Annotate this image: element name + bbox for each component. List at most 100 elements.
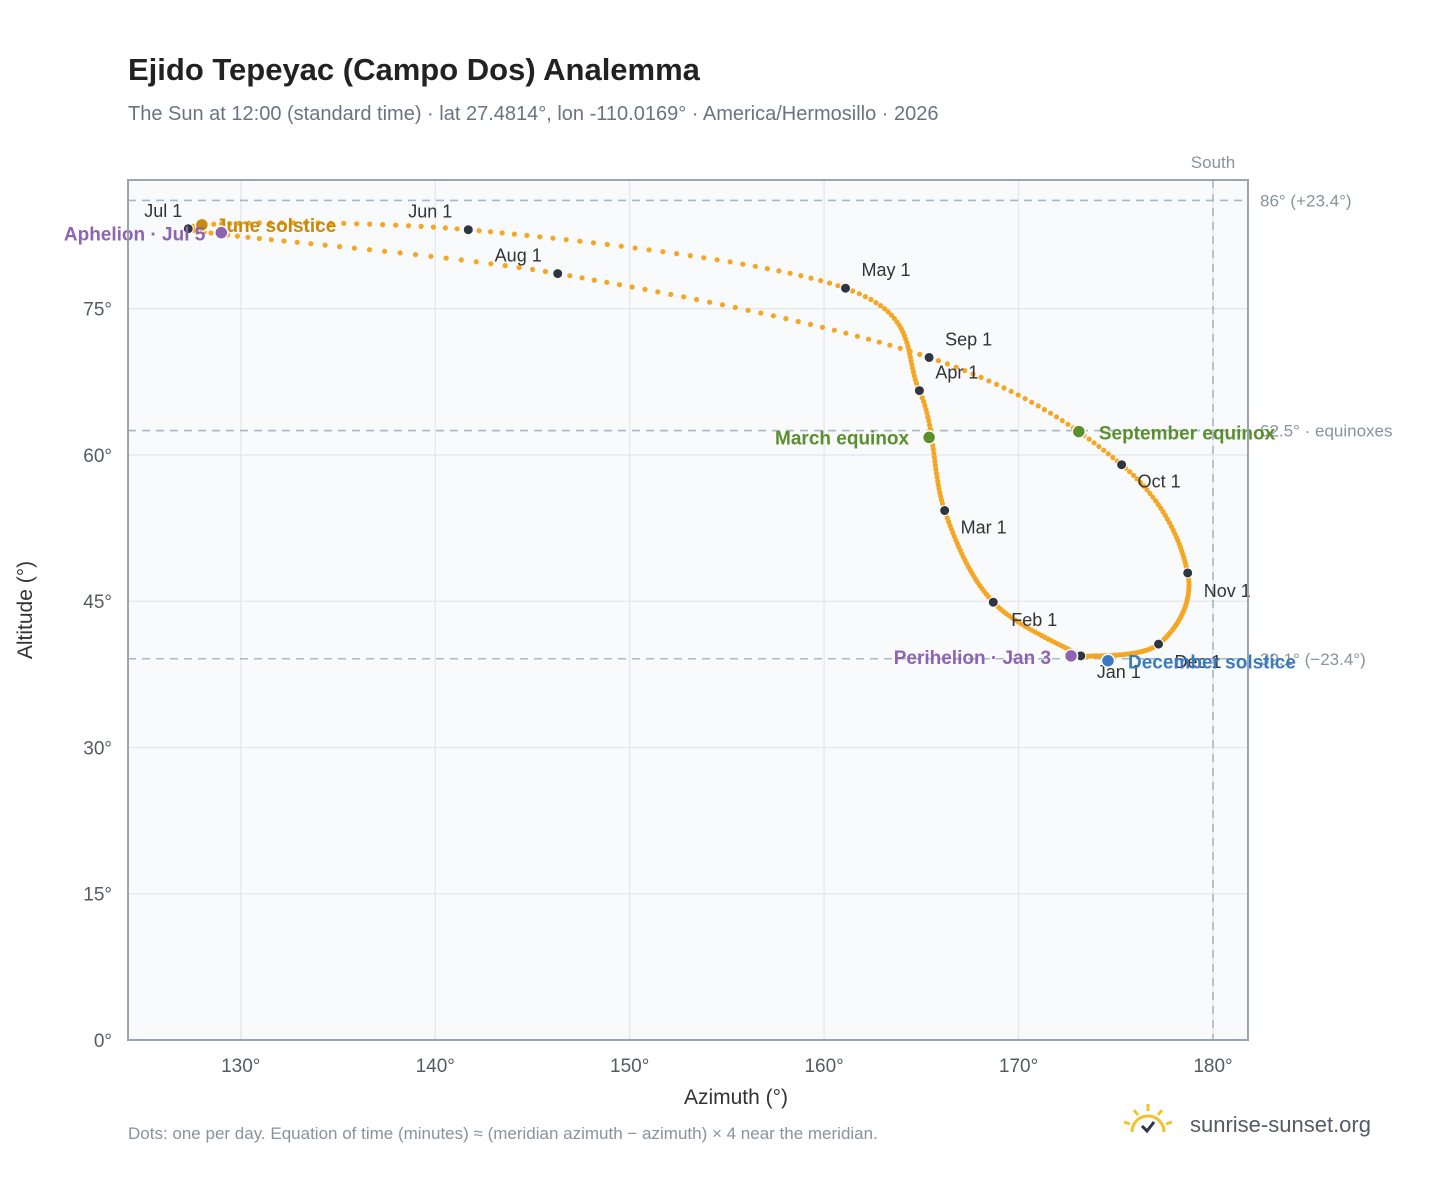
brand-logo[interactable]: sunrise-sunset.org	[1120, 1102, 1400, 1146]
x-tick-label: 170°	[999, 1056, 1038, 1077]
reference-line-label: 39.1° (−23.4°)	[1260, 650, 1366, 669]
daily-dot	[397, 250, 403, 256]
daily-dot	[1144, 487, 1150, 493]
daily-dot	[994, 381, 1000, 387]
daily-dot	[629, 284, 635, 290]
footnote: Dots: one per day. Equation of time (min…	[128, 1124, 878, 1143]
daily-dot	[808, 275, 814, 281]
event-label: Perihelion · Jan 3	[894, 648, 1051, 669]
daily-dot	[646, 247, 652, 253]
daily-dot	[308, 241, 314, 247]
daily-dot	[428, 253, 434, 259]
daily-dot	[577, 238, 583, 244]
daily-dot	[1022, 396, 1028, 402]
daily-dot	[367, 221, 373, 227]
daily-dot	[281, 238, 287, 244]
daily-dot	[745, 307, 751, 313]
daily-dot	[1134, 476, 1140, 482]
daily-dot	[328, 220, 334, 226]
daily-dot	[819, 324, 826, 330]
month-label: Apr 1	[935, 363, 978, 383]
daily-dot	[1035, 403, 1041, 409]
daily-dot	[1141, 483, 1147, 489]
daily-dot	[850, 288, 856, 294]
daily-dot	[935, 358, 942, 364]
daily-dot	[1101, 447, 1107, 453]
daily-dot	[1015, 392, 1021, 398]
daily-dot	[935, 478, 941, 484]
event-marker	[214, 225, 229, 240]
daily-dot	[279, 220, 285, 226]
daily-dot	[876, 339, 882, 345]
event-label: September equinox	[1099, 424, 1276, 445]
daily-dot	[925, 414, 931, 420]
month-marker	[1182, 567, 1194, 579]
daily-dot	[1096, 443, 1102, 450]
daily-dot	[341, 220, 347, 226]
daily-dot	[1110, 454, 1116, 461]
daily-dot	[927, 422, 933, 428]
daily-dot	[843, 330, 849, 336]
daily-dot	[458, 257, 464, 263]
month-label: Feb 1	[1011, 610, 1057, 630]
event-marker	[194, 217, 210, 233]
daily-dot	[758, 310, 764, 316]
daily-dot	[807, 321, 814, 327]
daily-dot	[530, 266, 536, 273]
x-axis-label: Azimuth (°)	[684, 1086, 788, 1109]
daily-dot	[591, 277, 597, 283]
chart-subtitle: The Sun at 12:00 (standard time) · lat 2…	[128, 103, 939, 125]
daily-dot	[1086, 436, 1092, 442]
daily-dot	[268, 237, 274, 243]
daily-dot	[798, 273, 804, 279]
daily-dot	[701, 255, 707, 261]
y-tick-label: 60°	[83, 446, 112, 467]
daily-dot	[256, 220, 262, 226]
daily-dot	[687, 253, 693, 259]
daily-dot	[499, 230, 505, 236]
month-marker	[182, 223, 194, 235]
plot-area	[128, 180, 1248, 1040]
month-label: Aug 1	[495, 246, 542, 266]
event-markers: June solstice Aphelion · Jul 5 March equin…	[64, 216, 1296, 674]
daily-dot	[256, 235, 262, 242]
daily-dot	[933, 470, 940, 476]
daily-dot	[873, 300, 879, 306]
daily-dot	[932, 458, 938, 464]
daily-dot	[831, 327, 837, 333]
daily-dot	[660, 249, 666, 255]
event-marker	[1071, 424, 1087, 439]
daily-dot	[1001, 385, 1007, 391]
daily-dot	[430, 224, 436, 230]
month-label: Oct 1	[1138, 472, 1181, 492]
daily-dot	[1137, 479, 1144, 486]
daily-dot	[322, 242, 328, 248]
daily-dot	[618, 243, 624, 249]
daily-dot	[524, 232, 530, 238]
daily-dot	[826, 280, 833, 286]
y-axis-label: Altitude (°)	[14, 561, 37, 659]
daily-dot	[537, 234, 543, 240]
daily-dot	[245, 234, 251, 240]
x-tick-label: 140°	[416, 1056, 455, 1077]
daily-dot	[856, 291, 862, 297]
month-marker	[1116, 459, 1128, 471]
brand-name: sunrise-sunset.org	[1190, 1112, 1371, 1137]
daily-dot	[604, 279, 610, 285]
daily-dot	[740, 261, 746, 267]
daily-dot	[707, 299, 713, 305]
daily-dot	[516, 264, 522, 271]
daily-dot	[897, 345, 903, 351]
daily-dot	[962, 368, 968, 374]
y-tick-label: 75°	[83, 300, 112, 321]
x-tick-label: 130°	[221, 1056, 260, 1077]
month-marker	[939, 505, 951, 517]
daily-dot	[978, 374, 984, 380]
y-tick-label: 30°	[83, 738, 112, 759]
plot-frame	[127, 179, 1249, 1041]
daily-dot	[923, 406, 929, 412]
daily-dot	[473, 259, 479, 265]
daily-dot	[1065, 421, 1071, 427]
daily-dot	[315, 220, 321, 226]
